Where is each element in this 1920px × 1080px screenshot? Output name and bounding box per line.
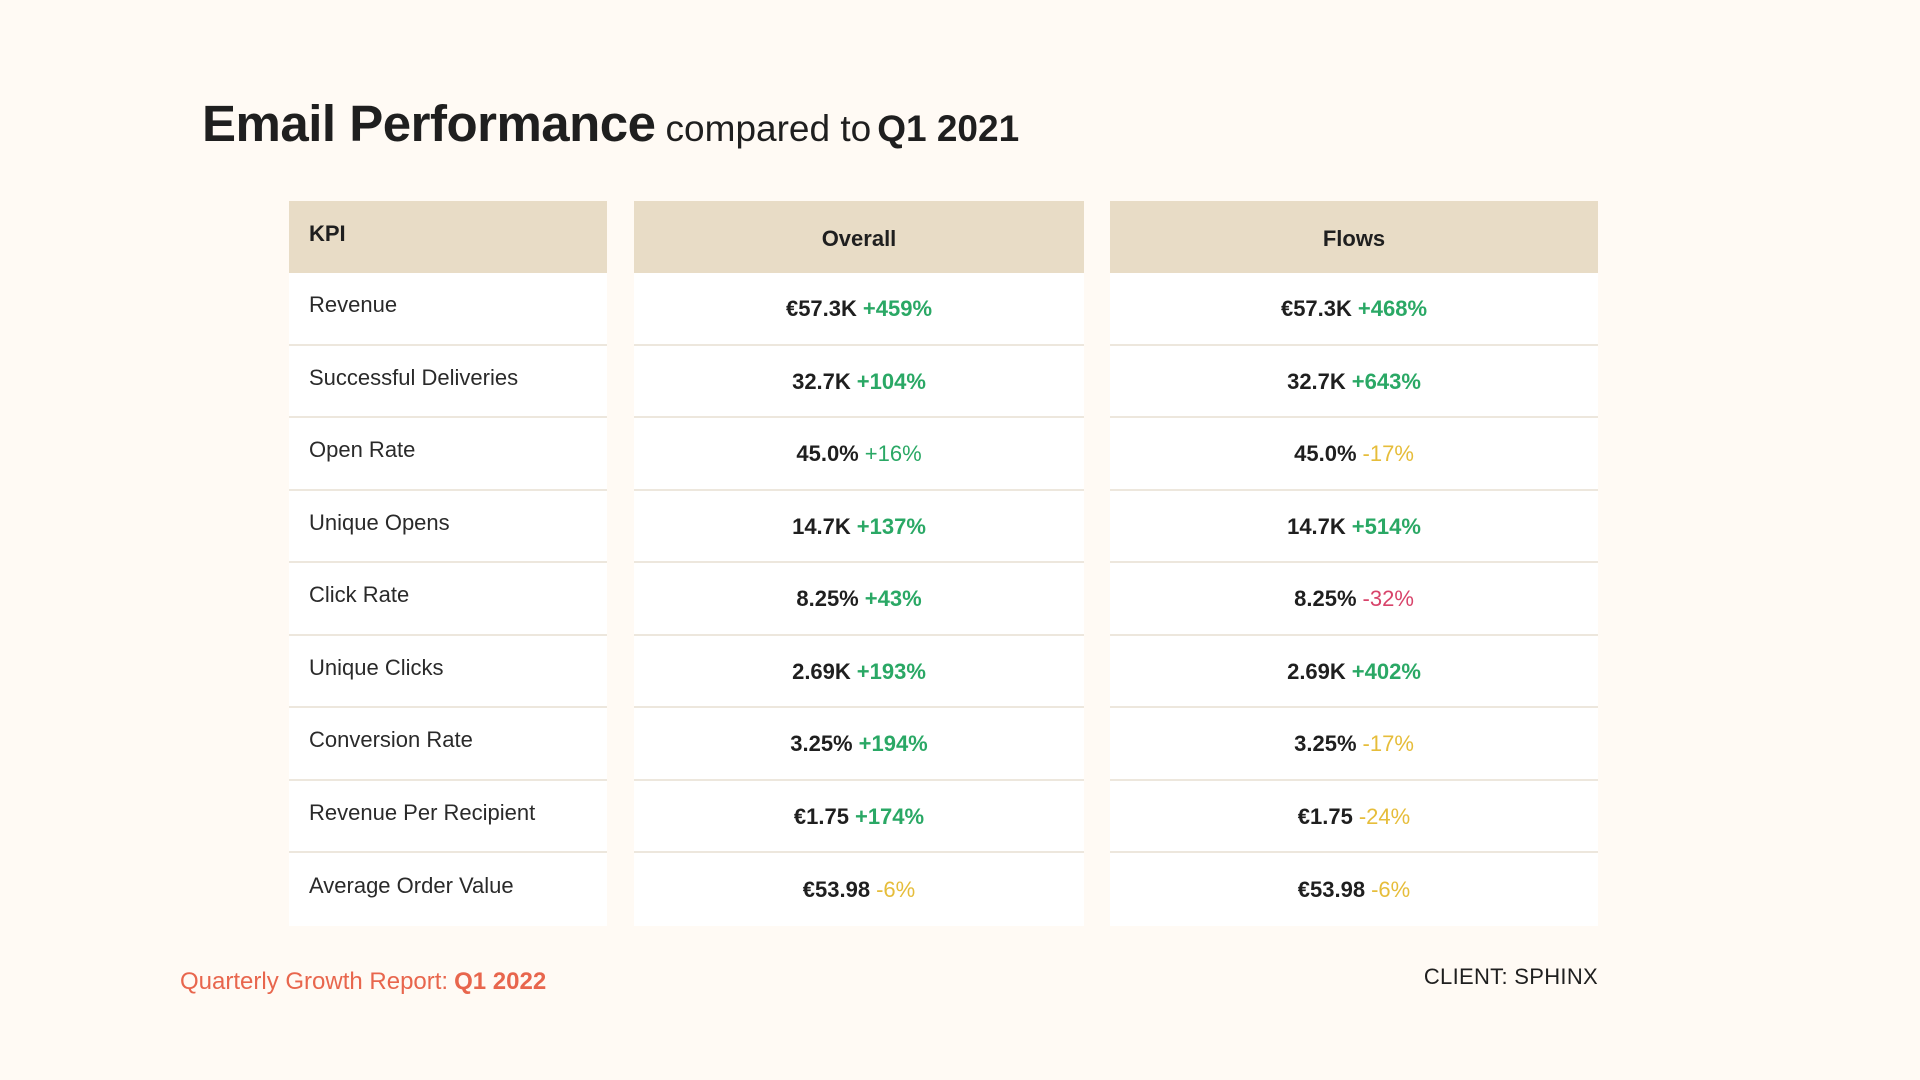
flows-value: 14.7K (1287, 513, 1346, 539)
flows-cell: 45.0% -17% (1110, 418, 1598, 491)
flows-value: 45.0% (1294, 441, 1357, 467)
flows-change: +468% (1357, 296, 1428, 322)
flows-value: €57.3K (1280, 296, 1352, 322)
kpi-column: KPI Revenue Successful Deliveries Open Rat… (289, 201, 607, 926)
overall-cell: 14.7K +137% (634, 490, 1084, 563)
overall-cell: 32.7K +104% (634, 345, 1084, 418)
kpi-cell: Conversion Rate (289, 708, 607, 781)
overall-header: Overall (634, 201, 1084, 273)
title-subtitle: compared to (665, 108, 872, 149)
kpi-cell: Click Rate (289, 563, 607, 636)
overall-column: Overall €57.3K +459% 32.7K +104% 45.0% +16% 14… (634, 201, 1084, 926)
flows-change: +514% (1351, 513, 1421, 539)
flows-cell: 2.69K +402% (1110, 635, 1598, 708)
flows-cell: €1.75 -24% (1110, 780, 1598, 853)
flows-cell: 8.25% -32% (1110, 563, 1598, 636)
overall-cell: €53.98 -6% (634, 853, 1084, 926)
kpi-cell: Unique Opens (289, 490, 607, 563)
client-label: CLIENT: SPHINX (1423, 964, 1598, 989)
flows-header: Flows (1110, 201, 1598, 273)
overall-change: +174% (854, 803, 925, 829)
kpi-cell: Unique Clicks (289, 635, 607, 708)
flows-change: -32% (1362, 586, 1414, 612)
flows-change: +402% (1351, 658, 1421, 684)
overall-cell: €57.3K +459% (634, 273, 1084, 346)
overall-change: +459% (862, 296, 933, 322)
flows-change: +643% (1351, 368, 1421, 394)
overall-cell: 45.0% +16% (634, 418, 1084, 491)
overall-change: +193% (856, 658, 926, 684)
report-footer: Quarterly Growth Report: Q1 2022 (180, 968, 546, 996)
flows-change: -24% (1358, 803, 1411, 829)
flows-cell: 3.25% -17% (1110, 708, 1598, 781)
title-main: Email Performance (202, 95, 656, 152)
kpi-cell: Open Rate (289, 418, 607, 491)
overall-change: -6% (876, 877, 916, 903)
overall-cell: 2.69K +193% (634, 635, 1084, 708)
overall-value: 2.69K (792, 658, 851, 684)
overall-value: 3.25% (790, 731, 853, 757)
flows-value: 8.25% (1294, 586, 1357, 612)
kpi-column-body: Revenue Successful Deliveries Open Rate Uni… (289, 273, 607, 926)
flows-cell: €53.98 -6% (1110, 853, 1598, 926)
overall-change: +16% (864, 441, 922, 467)
overall-change: +43% (864, 586, 922, 612)
flows-cell: €57.3K +468% (1110, 273, 1598, 346)
flows-change: -6% (1371, 877, 1411, 903)
flows-value: €53.98 (1297, 877, 1366, 903)
kpi-cell: Average Order Value (289, 853, 607, 926)
overall-change: +137% (856, 513, 926, 539)
overall-value: €57.3K (785, 296, 857, 322)
kpi-header: KPI (289, 201, 607, 273)
page-title: Email Performance compared to Q1 2021 (202, 98, 1019, 149)
overall-value: €53.98 (802, 877, 871, 903)
flows-column: Flows €57.3K +468% 32.7K +643% 45.0% -17% 14.7… (1110, 201, 1598, 926)
overall-change: +104% (856, 368, 926, 394)
overall-value: 45.0% (796, 441, 859, 467)
overall-cell: €1.75 +174% (634, 780, 1084, 853)
overall-change: +194% (858, 731, 928, 757)
flows-change: -17% (1362, 731, 1414, 757)
flows-value: 32.7K (1287, 368, 1346, 394)
flows-change: -17% (1362, 441, 1414, 467)
report-label: Quarterly Growth Report: (180, 968, 449, 995)
kpi-cell: Revenue Per Recipient (289, 780, 607, 853)
overall-value: €1.75 (793, 803, 849, 829)
overall-column-body: €57.3K +459% 32.7K +104% 45.0% +16% 14.7K +137%… (634, 273, 1084, 926)
flows-value: 3.25% (1294, 731, 1357, 757)
flows-cell: 14.7K +514% (1110, 490, 1598, 563)
overall-value: 8.25% (796, 586, 859, 612)
flows-cell: 32.7K +643% (1110, 345, 1598, 418)
title-period: Q1 2021 (877, 108, 1020, 149)
overall-cell: 8.25% +43% (634, 563, 1084, 636)
flows-value: 2.69K (1287, 658, 1346, 684)
kpi-cell: Revenue (289, 273, 607, 346)
overall-value: 14.7K (792, 513, 851, 539)
overall-cell: 3.25% +194% (634, 708, 1084, 781)
flows-column-body: €57.3K +468% 32.7K +643% 45.0% -17% 14.7K +514%… (1110, 273, 1598, 926)
overall-value: 32.7K (792, 368, 851, 394)
flows-value: €1.75 (1297, 803, 1353, 829)
kpi-cell: Successful Deliveries (289, 345, 607, 418)
report-period: Q1 2022 (454, 968, 547, 995)
